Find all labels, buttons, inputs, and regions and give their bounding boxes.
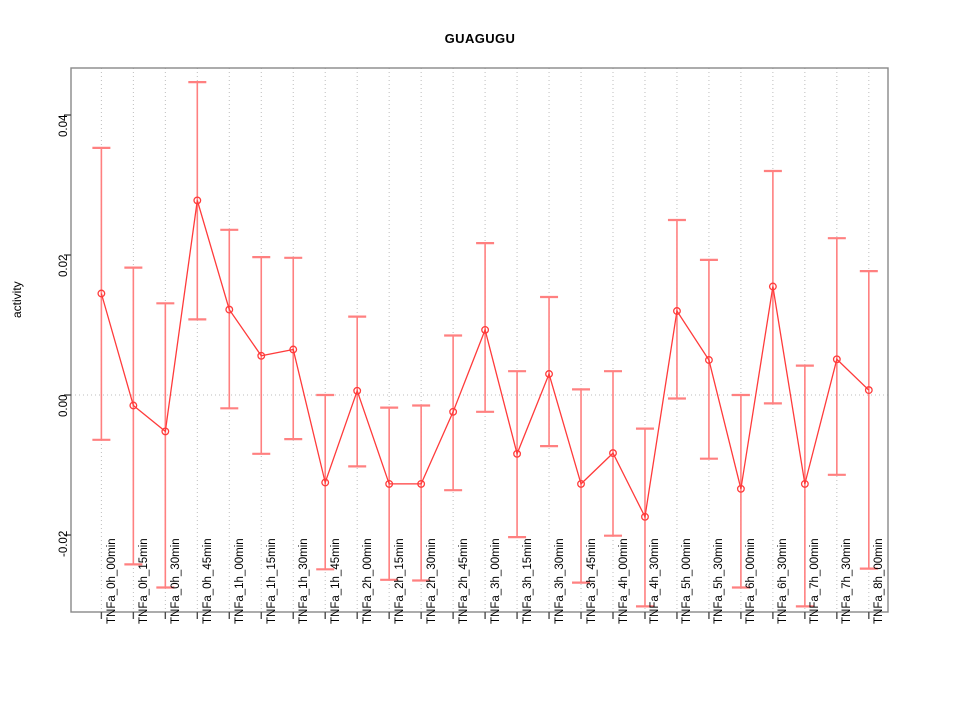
x-tick-label: TNFa_7h_30min <box>841 538 854 624</box>
x-tick-label: TNFa_1h_30min <box>297 538 310 624</box>
x-tick-label: TNFa_1h_15min <box>265 538 278 624</box>
x-tick-label: TNFa_3h_00min <box>489 538 502 624</box>
plot-border <box>70 67 889 613</box>
page-title: GUAGUGU <box>444 31 516 46</box>
x-tick-label: TNFa_0h_00min <box>105 538 118 624</box>
x-tick-label: TNFa_3h_30min <box>553 538 566 624</box>
y-axis-ticks <box>64 114 71 536</box>
y-tick-label: 0.04 <box>58 114 70 137</box>
x-tick-label: TNFa_7h_00min <box>809 538 822 624</box>
x-tick-label: TNFa_4h_00min <box>617 538 630 624</box>
x-tick-label: TNFa_5h_30min <box>713 538 726 624</box>
x-tick-label: TNFa_8h_00min <box>873 538 886 624</box>
x-tick-label: TNFa_3h_15min <box>521 538 534 624</box>
x-tick-label: TNFa_5h_00min <box>681 538 694 624</box>
y-tick-label: -0.02 <box>58 530 70 557</box>
x-tick-label: TNFa_3h_45min <box>585 538 598 624</box>
x-tick-label: TNFa_0h_15min <box>137 538 150 624</box>
x-tick-label: TNFa_1h_00min <box>233 538 246 624</box>
x-tick-label: TNFa_2h_00min <box>361 538 374 624</box>
x-tick-label: TNFa_2h_15min <box>393 538 406 624</box>
y-tick-label: 0.02 <box>58 254 70 277</box>
x-tick-label: TNFa_2h_45min <box>457 538 470 624</box>
y-tick-label: 0.00 <box>58 394 70 417</box>
x-tick-label: TNFa_2h_30min <box>425 538 438 624</box>
data-points-group <box>97 196 873 521</box>
x-tick-label: TNFa_4h_30min <box>649 538 662 624</box>
x-tick-label: TNFa_6h_00min <box>745 538 758 624</box>
x-tick-label: TNFa_0h_45min <box>201 538 214 624</box>
x-tick-label: TNFa_1h_45min <box>329 538 342 624</box>
x-tick-label: TNFa_0h_30min <box>169 538 182 624</box>
data-line <box>100 200 870 519</box>
x-tick-label: TNFa_6h_30min <box>777 538 790 624</box>
x-axis-ticks <box>100 612 870 619</box>
